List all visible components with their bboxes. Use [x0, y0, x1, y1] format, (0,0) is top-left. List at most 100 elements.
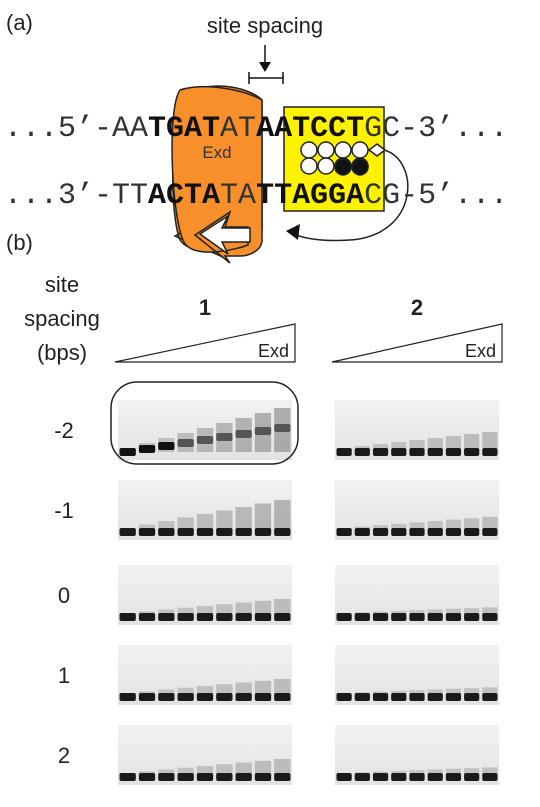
band — [274, 693, 290, 701]
band — [446, 528, 461, 536]
band — [120, 528, 136, 536]
band — [120, 448, 136, 456]
band — [337, 528, 352, 536]
band — [409, 773, 424, 781]
band — [428, 613, 443, 621]
band — [236, 693, 252, 701]
band — [197, 693, 213, 701]
band — [391, 613, 406, 621]
band — [274, 528, 290, 536]
strand-segment: AT — [220, 112, 256, 146]
band — [158, 613, 174, 621]
band — [158, 773, 174, 781]
strand-segment: TA — [220, 179, 256, 213]
band — [391, 773, 406, 781]
band — [464, 448, 479, 456]
band — [464, 528, 479, 536]
titration-label: Exd — [465, 341, 496, 361]
band — [158, 693, 174, 701]
smear — [274, 500, 290, 532]
band — [216, 693, 232, 701]
band — [409, 693, 424, 701]
row-header: spacing — [24, 306, 100, 331]
band — [120, 693, 136, 701]
band — [337, 773, 352, 781]
row-label: 2 — [58, 743, 70, 768]
band — [464, 693, 479, 701]
band — [428, 693, 443, 701]
band — [178, 773, 194, 781]
strand-segment: ...3’-TT — [4, 179, 148, 213]
strand-segment: GC-3’... — [364, 112, 508, 146]
band — [428, 773, 443, 781]
top-strand: ...5’-AATGATATAATCCTGC-3’... — [4, 112, 508, 146]
band — [255, 427, 271, 435]
band — [178, 439, 194, 447]
band — [446, 448, 461, 456]
band — [158, 442, 174, 450]
band — [482, 613, 497, 621]
band — [216, 433, 232, 441]
band — [139, 773, 155, 781]
band — [236, 613, 252, 621]
band — [178, 528, 194, 536]
band — [197, 528, 213, 536]
band — [197, 773, 213, 781]
band — [197, 436, 213, 444]
band — [373, 773, 388, 781]
band — [178, 693, 194, 701]
band — [337, 448, 352, 456]
band — [482, 528, 497, 536]
band — [139, 613, 155, 621]
band — [355, 528, 370, 536]
row-label: 0 — [58, 583, 70, 608]
strand-segment: CG-5’... — [364, 179, 508, 213]
strand-segment: ...5’-AA — [4, 112, 148, 146]
row-label: -1 — [54, 498, 74, 523]
site-spacing-label: site spacing — [207, 13, 323, 38]
figure: (a) site spacing Exd ...5’-AATGATATAATCC… — [0, 0, 540, 807]
band — [355, 448, 370, 456]
band — [391, 528, 406, 536]
bracket — [249, 72, 283, 84]
band — [274, 424, 290, 432]
smear — [255, 504, 271, 533]
arrowhead — [286, 224, 300, 240]
band — [255, 773, 271, 781]
band — [236, 528, 252, 536]
band — [373, 528, 388, 536]
gels — [118, 400, 499, 785]
band — [355, 773, 370, 781]
band — [482, 693, 497, 701]
titration-label: Exd — [258, 341, 289, 361]
bottom-strand: ...3’-TTACTATATTAGGACG-5’... — [4, 179, 508, 213]
band — [409, 613, 424, 621]
band — [482, 448, 497, 456]
band — [255, 693, 271, 701]
band — [355, 693, 370, 701]
row-label: -2 — [54, 418, 74, 443]
band — [446, 613, 461, 621]
band — [373, 448, 388, 456]
panel-label: (a) — [6, 10, 33, 35]
band — [464, 773, 479, 781]
strand-segment: AATCCT — [256, 112, 364, 146]
band — [373, 693, 388, 701]
strand-segment: TGAT — [148, 112, 220, 146]
band — [391, 448, 406, 456]
band — [428, 448, 443, 456]
band — [197, 613, 213, 621]
band — [337, 613, 352, 621]
arrowhead — [259, 62, 271, 72]
band — [428, 528, 443, 536]
column-label: 2 — [411, 295, 423, 320]
band — [216, 528, 232, 536]
band — [255, 613, 271, 621]
band — [373, 613, 388, 621]
band — [409, 528, 424, 536]
band — [409, 448, 424, 456]
band — [482, 773, 497, 781]
band — [274, 773, 290, 781]
band — [236, 430, 252, 438]
band — [337, 693, 352, 701]
